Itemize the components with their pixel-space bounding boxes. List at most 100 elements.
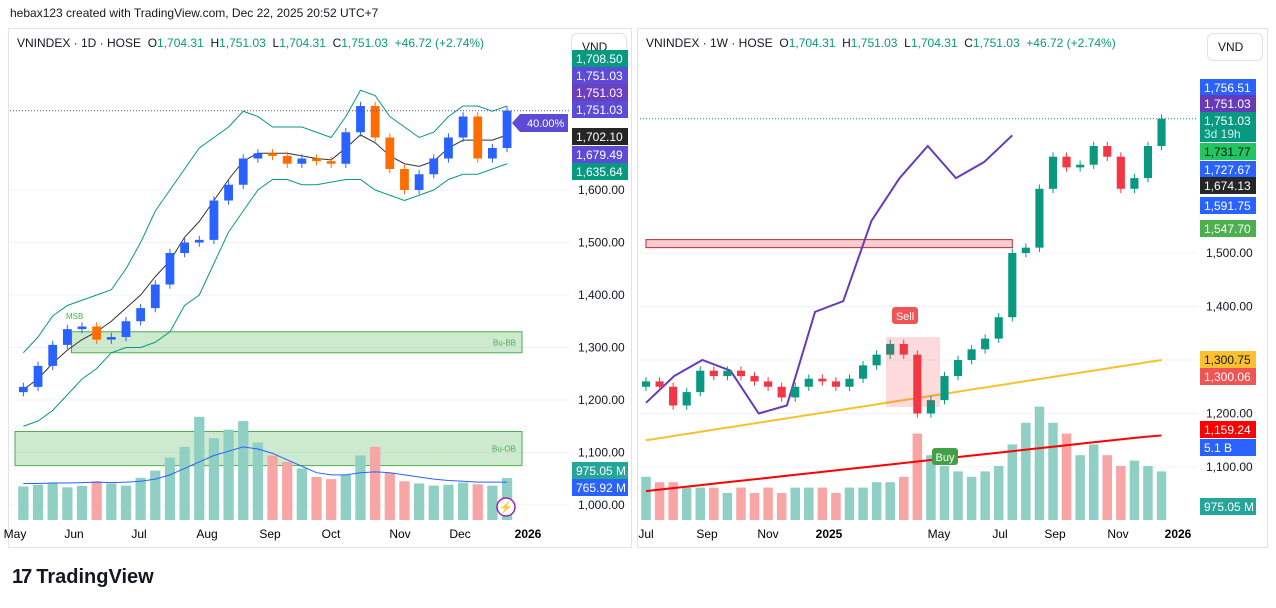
volume-bar [150,470,161,520]
candle-body [150,284,160,309]
price-tag [1200,421,1256,438]
time-tick-label: Sep [696,527,718,541]
volume-bar [326,479,337,520]
chart-credit: hebax123 created with TradingView.com, D… [10,6,379,20]
price-tag [1200,79,1256,96]
zone-label: Bu-OB [492,445,516,454]
price-tag [572,101,628,118]
symbol: VNINDEX · 1W · HOSE [646,36,773,50]
price-tick-label: 1,500.00 [1206,246,1253,260]
zone-box [645,239,1013,249]
price-tag-label: 1,751.03 [576,86,623,100]
candle-body [268,153,277,156]
price-tag [1200,439,1256,456]
open-label: O [779,36,789,50]
volume-bar [668,482,678,520]
volume-bar [871,482,882,520]
candle-body [669,386,678,406]
purple-overlay-line [645,134,1013,415]
candle-body [1103,146,1112,157]
close-value: 1,751.03 [341,36,388,50]
volume-bar [1061,433,1072,520]
volume-bar [413,483,425,520]
candle-body [238,158,248,185]
volume-bar [457,482,469,520]
price-tag [572,84,628,101]
volume-bar [641,476,651,520]
volume-bar [296,468,307,520]
volume-bar [208,438,220,520]
candle-body [370,106,380,138]
time-tick-label: 2025 [816,527,843,541]
time-tick-label: Dec [449,527,470,541]
open-value: 1,704.31 [788,36,836,50]
price-tick-label: 1,500.00 [578,236,625,250]
volume-bar [980,471,990,520]
price-tick-label: 1,600.00 [578,183,625,197]
candle-body [981,338,990,350]
price-tick-label: 1,200.00 [1206,407,1253,421]
weekly-legend: VNINDEX · 1W · HOSE O1,704.31 H1,751.03 … [646,36,1116,50]
open-value: 1,704.31 [157,36,204,50]
volume-bar [487,485,498,520]
candle-body [1062,156,1071,168]
volume-bar [443,484,454,520]
lightning-icon [496,497,516,517]
volume-bar [749,493,760,520]
candle-body [1130,178,1139,189]
tradingview-logo[interactable]: 17 TradingView [12,566,154,589]
currency-button[interactable]: VND [1207,33,1263,61]
low-label: L [272,36,280,50]
candle-body [777,386,786,398]
price-tag-label: 1,751.03 [576,103,623,117]
price-tag [1200,197,1256,214]
msb-label: MSB [66,312,83,321]
candle-body [165,253,175,285]
volume-bar [926,455,936,520]
volume-bar [179,446,190,520]
candle-body [886,343,895,355]
symbol: VNINDEX · 1D · HOSE [17,36,142,50]
candle-body [282,155,292,164]
candle-body [655,381,664,387]
candle-body [209,200,219,240]
candle-body [121,321,131,337]
candle-body [723,370,732,377]
volume-bar [1129,460,1140,520]
candle-body [488,148,497,159]
price-tag-label: 1,674.13 [1204,179,1251,193]
volume-bar [763,487,773,520]
price-tag [572,163,628,180]
volume-bar [695,487,706,520]
candle-body [414,174,424,190]
candle-body [33,365,43,387]
candle-body [696,370,705,393]
time-tick-label: Aug [196,527,217,541]
price-tag-label: 1,300.06 [1204,370,1251,384]
price-tag [572,146,628,163]
price-tick-label: 1,100.00 [1206,460,1253,474]
high-label: H [210,36,220,50]
daily-legend: VNINDEX · 1D · HOSE O1,704.31 H1,751.03 … [17,36,484,50]
candle-body [1116,156,1125,189]
high-value: 1,751.03 [219,36,266,50]
percent-tag-label: 40.00% [527,118,565,130]
candle-body [458,116,468,138]
candle-body [953,360,963,377]
volume-bar [428,485,439,520]
candle-body [1089,146,1098,165]
volume-bar [340,474,351,520]
candle-body [940,376,949,401]
volume-bar [1007,444,1018,520]
price-tag [1200,351,1256,368]
volume-bar [311,477,322,520]
low-value: 1,704.31 [910,36,958,50]
candle-body [1076,164,1085,168]
price-tick-label: 1,300.00 [578,341,625,355]
candle-body [764,381,773,387]
candle-body [804,378,813,387]
open-label: O [147,36,158,50]
price-tick-label: 1,400.00 [578,288,625,302]
candle-body [400,169,409,190]
